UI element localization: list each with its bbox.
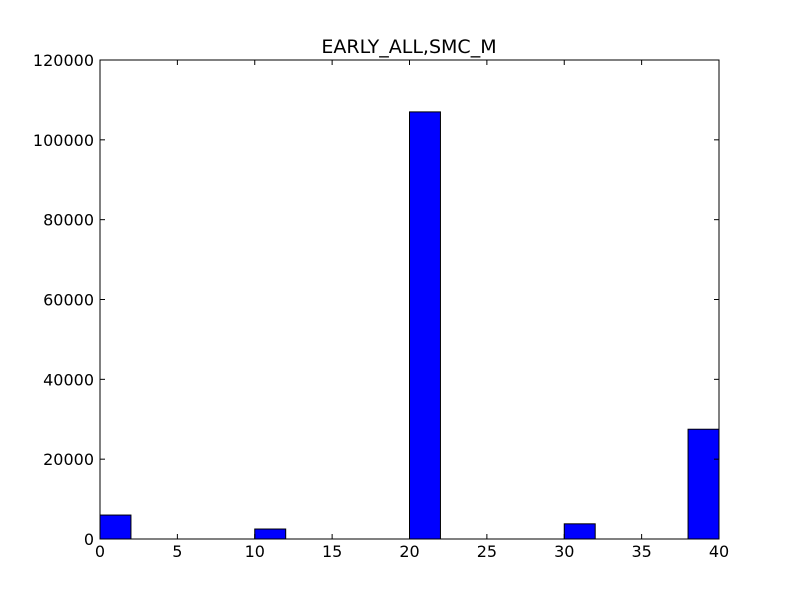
histogram-bar-0 bbox=[99, 514, 132, 540]
x-tick-label: 35 bbox=[631, 542, 651, 561]
y-tick-label: 20000 bbox=[43, 450, 94, 469]
histogram-bar-4 bbox=[687, 428, 720, 540]
y-tick-label: 0 bbox=[84, 530, 94, 549]
histogram-bar-2 bbox=[409, 111, 441, 540]
y-tick-label: 120000 bbox=[33, 51, 94, 70]
ticks-layer bbox=[99, 59, 720, 540]
histogram-bar-3 bbox=[563, 523, 596, 540]
x-tick-label: 5 bbox=[172, 542, 182, 561]
y-tick-label: 60000 bbox=[43, 291, 94, 310]
x-tick-label: 40 bbox=[709, 542, 729, 561]
bars-layer bbox=[99, 111, 720, 540]
y-tick-label: 40000 bbox=[43, 370, 94, 389]
y-tick-label: 100000 bbox=[33, 131, 94, 150]
tick-labels-layer: 0 5 10 15 20 25 30 35 40 0 20000 40000 60000 80000 100… bbox=[33, 51, 729, 561]
x-tick-label: 25 bbox=[477, 542, 497, 561]
x-tick-label: 15 bbox=[322, 542, 342, 561]
x-tick-label: 10 bbox=[245, 542, 265, 561]
x-tick-label: 0 bbox=[95, 542, 105, 561]
x-tick-label: 20 bbox=[399, 542, 419, 561]
x-tick-label: 30 bbox=[554, 542, 574, 561]
histogram-bar-1 bbox=[254, 528, 287, 540]
y-tick-label: 80000 bbox=[43, 211, 94, 230]
chart-title: EARLY_ALL,SMC_M bbox=[321, 36, 496, 58]
